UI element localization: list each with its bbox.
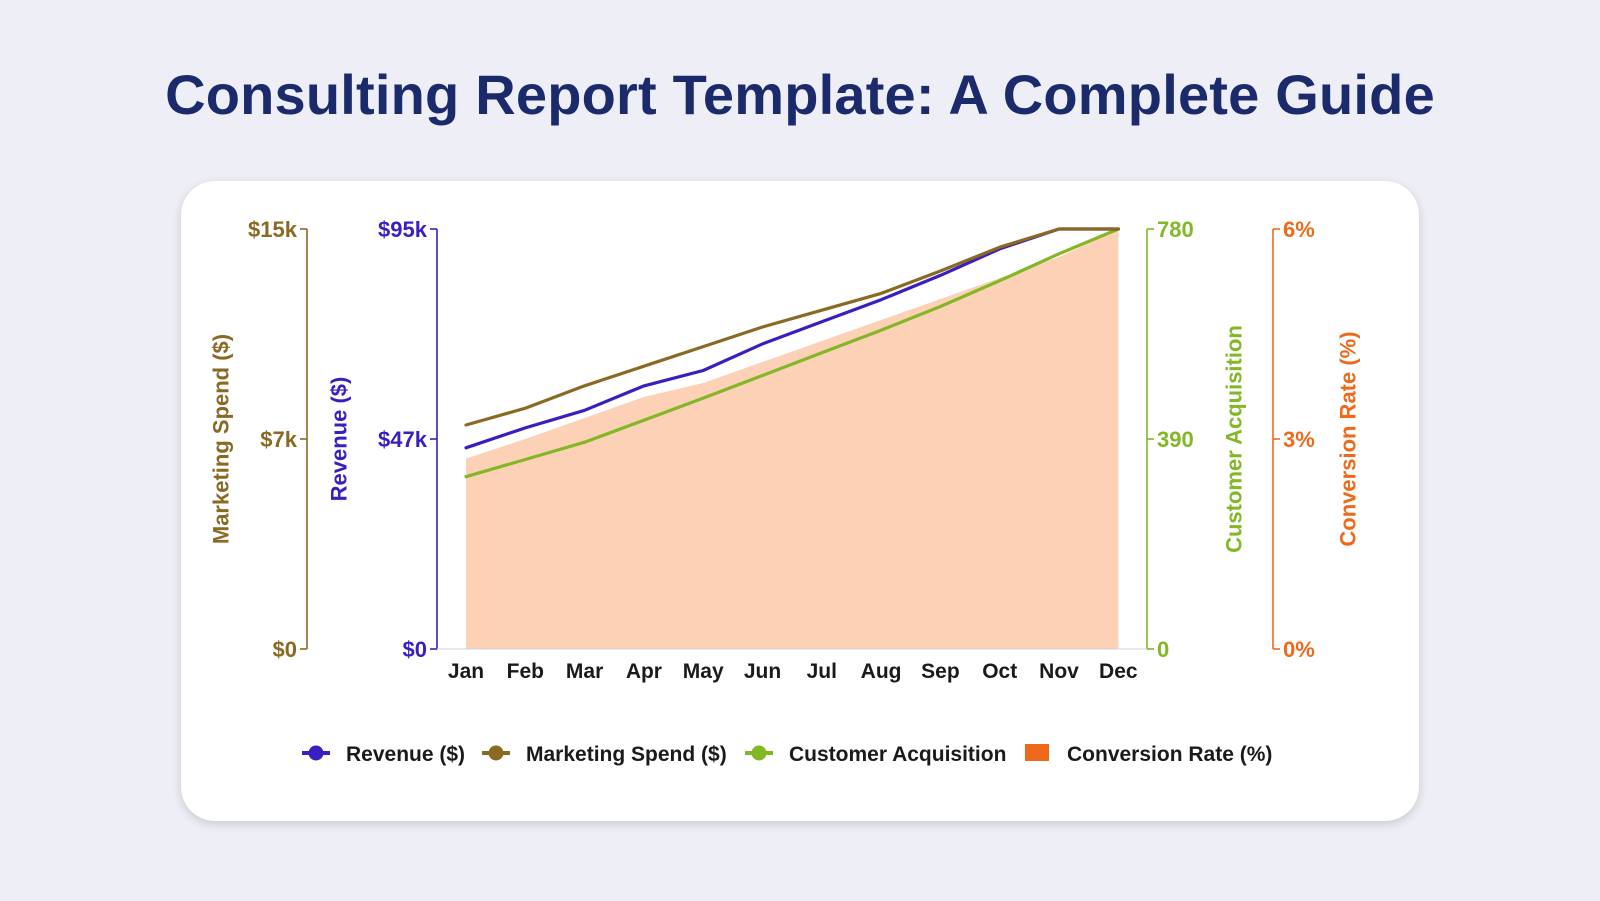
axis-title-customers: Customer Acquisition <box>1222 325 1247 553</box>
x-tick-label: Aug <box>861 660 902 683</box>
x-tick-label: Jun <box>744 660 781 683</box>
tick-label-customers: 780 <box>1157 217 1194 242</box>
x-tick-label: Apr <box>626 660 662 683</box>
axis-title-revenue: Revenue ($) <box>327 377 352 502</box>
legend-marker-marketing-spend <box>488 745 504 761</box>
tick-label-conversion: 3% <box>1283 427 1315 452</box>
chart-svg: $15k $7k $0 Marketing Spend ($) $95k $47k $0 Re… <box>209 217 1361 766</box>
series-line-marketing-spend <box>464 227 1120 427</box>
lines-layer <box>464 227 1120 479</box>
legend-label-marketing-spend: Marketing Spend ($) <box>526 743 727 766</box>
x-tick-label: Mar <box>566 660 603 683</box>
x-tick-label: Jul <box>807 660 837 683</box>
x-tick-label: Jan <box>448 660 484 683</box>
tick-label-marketing: $7k <box>260 427 297 452</box>
axes-layer: $15k $7k $0 Marketing Spend ($) $95k $47k $0 Re… <box>209 217 1361 662</box>
page-title: Consulting Report Template: A Complete G… <box>165 63 1435 126</box>
x-tick-label: Dec <box>1099 660 1138 683</box>
tick-label-customers: 0 <box>1157 637 1169 662</box>
tick-label-revenue: $95k <box>378 217 428 242</box>
legend: Revenue ($) Marketing Spend ($) Customer A… <box>302 743 1272 766</box>
legend-marker-revenue <box>308 745 324 761</box>
chart-card: $15k $7k $0 Marketing Spend ($) $95k $47k $0 Re… <box>181 181 1419 821</box>
x-tick-label: May <box>683 660 724 683</box>
area-conversion-rate <box>466 229 1119 649</box>
legend-swatch-conversion-rate <box>1025 744 1049 761</box>
x-axis-ticks: Jan Feb Mar Apr May Jun Jul Aug Sep Oct Nov Dec <box>448 660 1138 683</box>
axis-title-conversion: Conversion Rate (%) <box>1336 331 1361 546</box>
tick-label-customers: 390 <box>1157 427 1194 452</box>
x-tick-label: Feb <box>507 660 544 683</box>
tick-label-revenue: $0 <box>403 637 427 662</box>
tick-label-marketing: $0 <box>273 637 297 662</box>
x-tick-label: Oct <box>982 660 1017 683</box>
axis-title-marketing: Marketing Spend ($) <box>209 334 234 544</box>
series-line-customer-acquisition <box>464 227 1120 479</box>
legend-label-revenue: Revenue ($) <box>346 743 465 766</box>
legend-marker-customer-acquisition <box>751 745 767 761</box>
tick-label-revenue: $47k <box>378 427 428 452</box>
x-tick-label: Sep <box>921 660 960 683</box>
area-layer <box>466 229 1119 649</box>
tick-label-conversion: 6% <box>1283 217 1315 242</box>
tick-label-marketing: $15k <box>248 217 298 242</box>
tick-label-conversion: 0% <box>1283 637 1315 662</box>
legend-label-conversion-rate: Conversion Rate (%) <box>1067 743 1272 766</box>
legend-label-customer-acquisition: Customer Acquisition <box>789 743 1006 766</box>
x-tick-label: Nov <box>1039 660 1079 683</box>
